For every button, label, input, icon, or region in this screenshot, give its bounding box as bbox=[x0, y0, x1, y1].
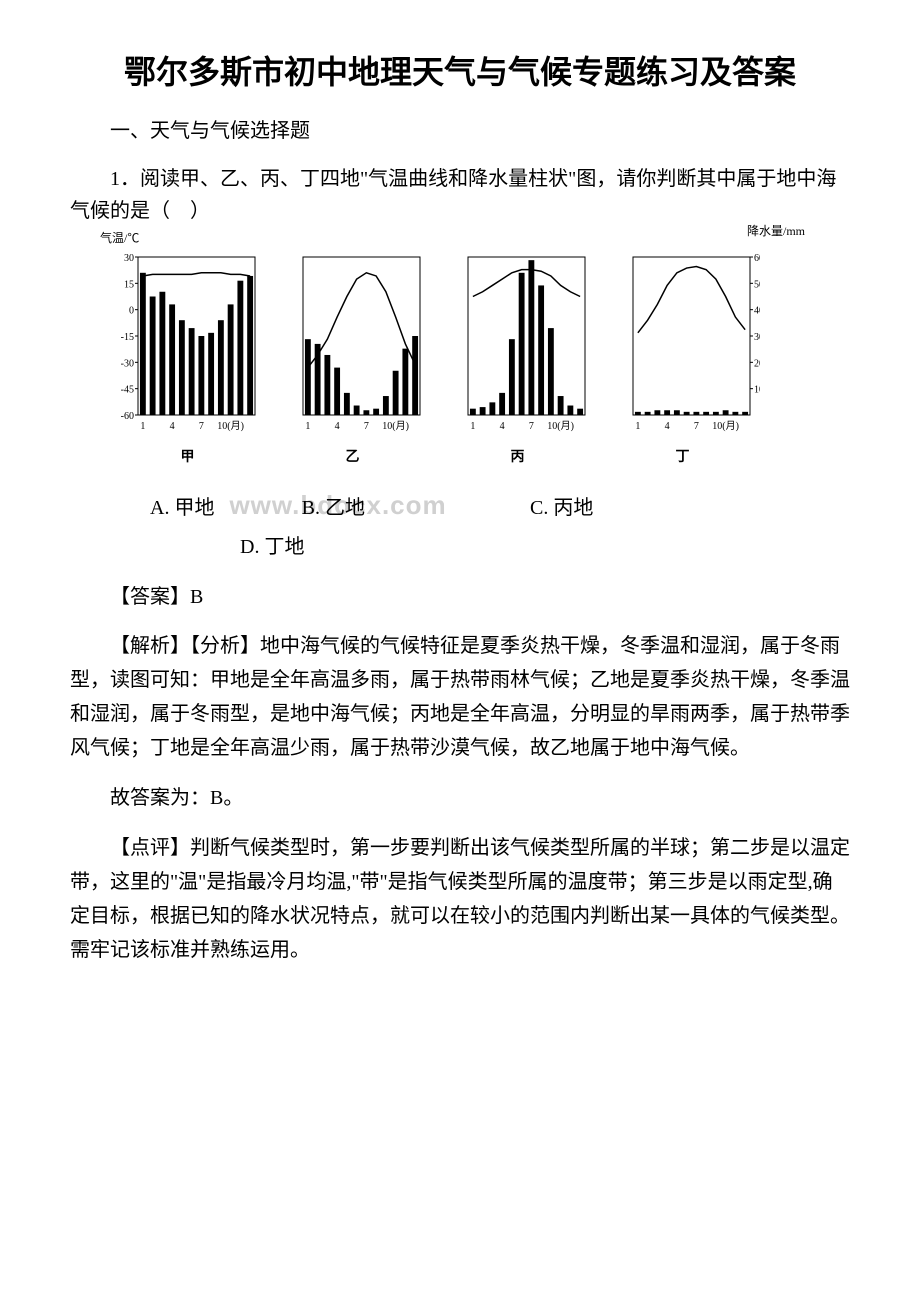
section-heading: 一、天气与气候选择题 bbox=[70, 115, 850, 147]
svg-text:200: 200 bbox=[754, 358, 760, 369]
chart-label-丙: 丙 bbox=[440, 446, 595, 466]
option-c: C. 丙地 bbox=[490, 490, 593, 526]
chart-label-甲: 甲 bbox=[110, 446, 265, 466]
svg-text:4: 4 bbox=[335, 421, 340, 432]
svg-text:7: 7 bbox=[199, 421, 204, 432]
chart-label-丁: 丁 bbox=[605, 446, 760, 466]
precip-axis-label: 降水量/mm bbox=[747, 225, 805, 238]
svg-text:15: 15 bbox=[124, 279, 134, 290]
svg-text:1: 1 bbox=[305, 421, 310, 432]
answer: 【答案】B bbox=[70, 581, 850, 613]
svg-text:100: 100 bbox=[754, 384, 760, 395]
svg-text:1: 1 bbox=[470, 421, 475, 432]
svg-text:7: 7 bbox=[694, 421, 699, 432]
page-title: 鄂尔多斯市初中地理天气与气候专题练习及答案 bbox=[70, 50, 850, 95]
svg-text:7: 7 bbox=[364, 421, 369, 432]
explanation-1: 【解析】【分析】地中海气候的气候特征是夏季炎热干燥，冬季温和湿润，属于冬雨型，读… bbox=[70, 629, 850, 765]
explanation-3: 【点评】判断气候类型时，第一步要判断出该气候类型所属的半球；第二步是以温定带，这… bbox=[70, 831, 850, 967]
svg-text:10(月): 10(月) bbox=[382, 420, 409, 432]
svg-text:600: 600 bbox=[754, 253, 760, 264]
svg-text:1: 1 bbox=[635, 421, 640, 432]
climate-chart-丁: 600 500 400 300 200 100 1 4 7 10(月) bbox=[605, 247, 760, 437]
options-row: A. 甲地 www.bdocx.com B. 乙地 C. 丙地 D. 丁地 bbox=[70, 482, 850, 565]
chart-label-乙: 乙 bbox=[275, 446, 430, 466]
charts-figure: 气温/℃30150-15-30-45-6014710(月)甲14710(月)乙1… bbox=[110, 247, 850, 466]
svg-text:10(月): 10(月) bbox=[712, 420, 739, 432]
svg-text:1: 1 bbox=[140, 421, 145, 432]
svg-text:0: 0 bbox=[129, 305, 134, 316]
climate-chart-丙: 1 4 7 10(月) bbox=[440, 247, 595, 437]
svg-text:4: 4 bbox=[665, 421, 670, 432]
svg-text:-30: -30 bbox=[121, 358, 134, 369]
svg-text:10(月): 10(月) bbox=[547, 420, 574, 432]
option-a: A. 甲地 bbox=[110, 490, 214, 526]
svg-text:400: 400 bbox=[754, 305, 760, 316]
temp-axis-label: 气温/℃ bbox=[100, 229, 139, 246]
question-text: 1．阅读甲、乙、丙、丁四地"气温曲线和降水量柱状"图，请你判断其中属于地中海气候… bbox=[70, 163, 850, 227]
svg-text:300: 300 bbox=[754, 332, 760, 343]
svg-text:30: 30 bbox=[124, 253, 134, 264]
question-number: 1． bbox=[110, 168, 140, 190]
svg-text:7: 7 bbox=[529, 421, 534, 432]
question-body: 阅读甲、乙、丙、丁四地"气温曲线和降水量柱状"图，请你判断其中属于地中海气候的是… bbox=[70, 168, 836, 222]
option-d: D. 丁地 bbox=[200, 529, 304, 565]
svg-text:-45: -45 bbox=[121, 384, 134, 395]
explanation-2: 故答案为：B。 bbox=[70, 781, 850, 815]
svg-text:500: 500 bbox=[754, 279, 760, 290]
svg-text:-15: -15 bbox=[121, 332, 134, 343]
svg-text:10(月): 10(月) bbox=[217, 420, 244, 432]
climate-chart-甲: 30 15 0 -15 -30 -45 -60 1 4 7 10(月) bbox=[110, 247, 265, 437]
option-b: B. 乙地 bbox=[262, 490, 365, 526]
svg-text:-60: -60 bbox=[121, 411, 134, 422]
climate-chart-乙: 1 4 7 10(月) bbox=[275, 247, 430, 437]
svg-text:4: 4 bbox=[170, 421, 175, 432]
svg-text:4: 4 bbox=[500, 421, 505, 432]
